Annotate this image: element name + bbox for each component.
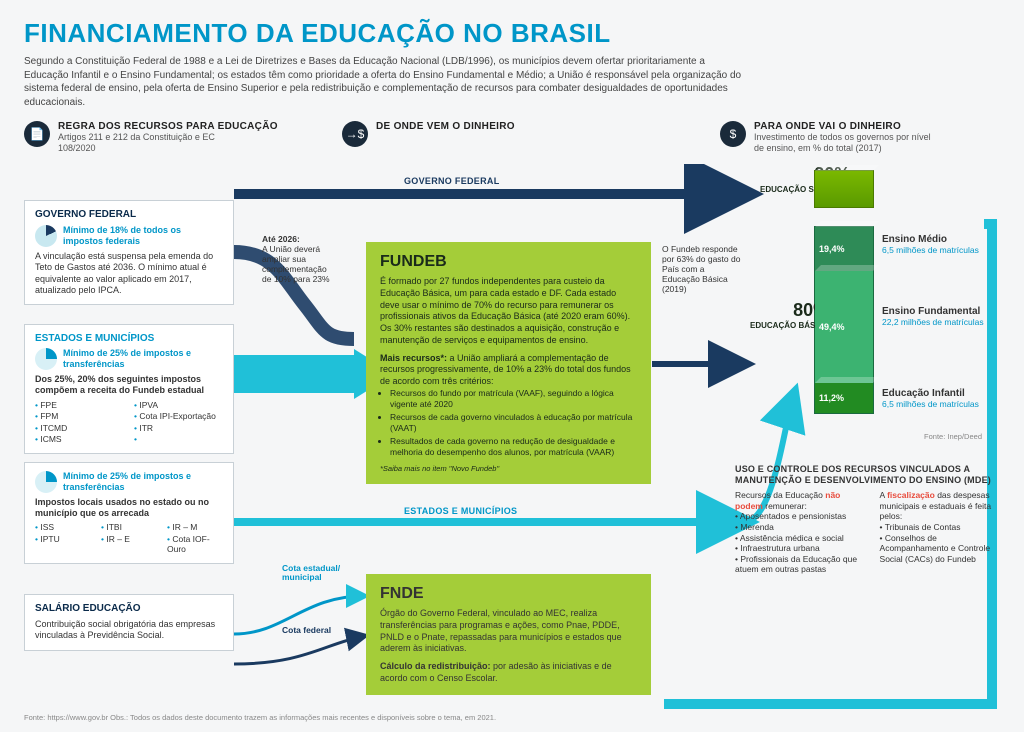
federal-pie-icon: [35, 225, 57, 247]
rules-sub: Artigos 211 e 212 da Constituição e EC 1…: [58, 132, 238, 154]
box-salario: SALÁRIO EDUCAÇÃO Contribuição social obr…: [24, 594, 234, 651]
from-title: DE ONDE VEM O DINHEIRO: [376, 121, 515, 132]
cota-estadual-label: Cota estadual/ municipal: [282, 564, 352, 583]
bottom-source: Fonte: https://www.gov.br Obs.: Todos os…: [24, 713, 496, 722]
mde-left-title: Recursos da Educação não podem remunerar…: [735, 490, 866, 511]
lead-paragraph: Segundo a Constituição Federal de 1988 e…: [24, 55, 744, 109]
local-pie-icon: [35, 471, 57, 493]
salario-title: SALÁRIO EDUCAÇÃO: [35, 603, 223, 616]
stack-basica: 19,4% 49,4% 11,2%: [814, 226, 874, 414]
mde-right-list: Tribunais de Contas Conselhos de Acompan…: [880, 522, 1000, 565]
local-pie-label: Mínimo de 25% de impostos e transferênci…: [63, 471, 223, 493]
fnde-title: FNDE: [380, 584, 637, 605]
box-estados: ESTADOS E MUNICÍPIOS Mínimo de 25% de im…: [24, 324, 234, 455]
fundeb-footnote: *Saiba mais no item "Novo Fundeb": [380, 464, 637, 474]
mde-title: USO E CONTROLE DOS RECURSOS VINCULADOS A…: [735, 464, 1000, 487]
states-title: ESTADOS E MUNICÍPIOS: [35, 333, 223, 346]
dist-source: Fonte: Inep/Deed: [924, 432, 982, 441]
seg-fund-pct: 49,4%: [819, 322, 845, 332]
box-fnde: FNDE Órgão do Governo Federal, vinculado…: [366, 574, 651, 695]
to-title: PARA ONDE VAI O DINHEIRO: [754, 121, 934, 132]
seg-medio-name: Ensino Médio: [882, 234, 947, 245]
seg-medio-mat: 6,5 milhões de matrículas: [882, 245, 979, 255]
stream-gov-federal: GOVERNO FEDERAL: [404, 176, 500, 186]
mde-block: USO E CONTROLE DOS RECURSOS VINCULADOS A…: [735, 464, 1000, 576]
box-governo-federal: GOVERNO FEDERAL Mínimo de 18% de todos o…: [24, 200, 234, 306]
seg-infantil-name: Educação Infantil: [882, 388, 965, 399]
mde-right-title: A fiscalização das despesas municipais e…: [880, 490, 1000, 522]
rules-title: REGRA DOS RECURSOS PARA EDUCAÇÃO: [58, 121, 278, 132]
fundeb-bullets: Recursos do fundo por matrícula (VAAF), …: [390, 388, 637, 458]
fnde-p1: Órgão do Governo Federal, vinculado ao M…: [380, 608, 637, 655]
section-headers: 📄 REGRA DOS RECURSOS PARA EDUCAÇÃO Artig…: [24, 121, 1000, 154]
seg-infantil-pct: 11,2%: [819, 393, 844, 403]
seg-infantil-mat: 6,5 milhões de matrículas: [882, 399, 979, 409]
states-taxes: FPEIPVA FPMCota IPI-Exportação ITCMDITR …: [35, 400, 223, 446]
to-sub: Investimento de todos os governos por ní…: [754, 132, 934, 154]
mde-left-list: Aposentados e pensionistas Merenda Assis…: [735, 511, 866, 575]
box-local: Mínimo de 25% de impostos e transferênci…: [24, 462, 234, 564]
page-title: FINANCIAMENTO DA EDUCAÇÃO NO BRASIL: [24, 18, 1000, 49]
cota-federal-label: Cota federal: [282, 626, 331, 635]
seg-medio-pct: 19,4%: [819, 244, 845, 254]
seg-fund-name: Ensino Fundamental: [882, 306, 980, 317]
states-pie-label: Mínimo de 25% de impostos e transferênci…: [63, 348, 223, 370]
seg-fund-mat: 22,2 milhões de matrículas: [882, 317, 984, 327]
stream-estados: ESTADOS E MUNICÍPIOS: [404, 506, 517, 516]
box-fundeb: FUNDEB É formado por 27 fundos independe…: [366, 242, 651, 484]
federal-body: A vinculação está suspensa pela emenda d…: [35, 251, 223, 296]
document-icon: 📄: [24, 121, 50, 147]
states-pie-icon: [35, 348, 57, 370]
arrow-dollar-icon: →$: [342, 121, 368, 147]
fundeb-p1: É formado por 27 fundos independentes pa…: [380, 276, 637, 346]
local-body: Impostos locais usados no estado ou no m…: [35, 497, 223, 520]
salario-body: Contribuição social obrigatória das empr…: [35, 619, 223, 642]
federal-title: GOVERNO FEDERAL: [35, 209, 223, 222]
dollar-icon: $: [720, 121, 746, 147]
distribution-chart: 20% EDUCAÇÃO SUPERIOR 80% EDUCAÇÃO BÁSIC…: [724, 164, 984, 414]
states-body: Dos 25%, 20% dos seguintes impostos comp…: [35, 374, 223, 397]
fundeb-title: FUNDEB: [380, 252, 637, 273]
federal-pie-label: Mínimo de 18% de todos os impostos feder…: [63, 225, 223, 247]
note-ate-2026: Até 2026: A União deverá ampliar sua com…: [262, 234, 334, 285]
stack-superior: [814, 170, 874, 208]
local-taxes: ISSITBIIR – M IPTUIR – ECota IOF-Ouro: [35, 522, 223, 555]
diagram-canvas: GOVERNO FEDERAL ESTADOS E MUNICÍPIOS GOV…: [24, 164, 1000, 724]
